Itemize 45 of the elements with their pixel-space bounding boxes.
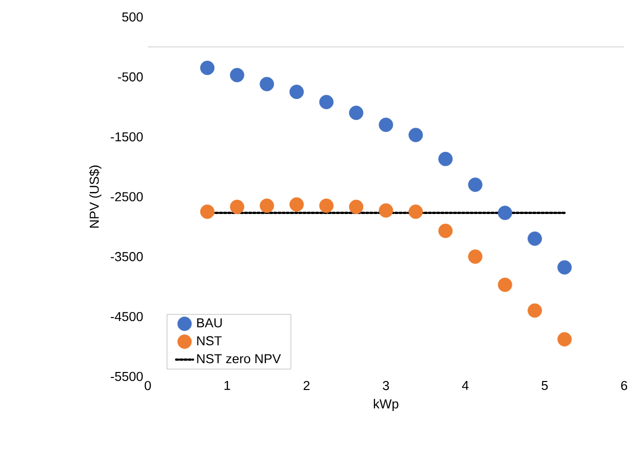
x-tick-label: 4 (462, 380, 469, 390)
point (200, 204, 214, 219)
x-tick-label: 6 (621, 380, 628, 390)
y-tick-label: -1500 (110, 132, 143, 142)
point (438, 152, 453, 166)
point (378, 117, 394, 132)
point (408, 204, 423, 219)
y-tick-label: -2500 (110, 192, 143, 202)
point (378, 203, 394, 218)
point (289, 197, 304, 212)
point (498, 206, 512, 220)
point (200, 60, 214, 75)
point (528, 303, 542, 318)
y-tick-label: -500 (118, 72, 143, 82)
point (319, 198, 334, 213)
x-tick-label: 1 (224, 380, 230, 390)
point (528, 231, 542, 246)
y-tick-label: -4500 (110, 312, 143, 321)
y-tick-label: -3500 (110, 252, 143, 262)
legend-label: NST zero NPV (197, 354, 281, 364)
point (408, 128, 423, 142)
point (230, 200, 244, 214)
point (557, 260, 572, 274)
point (260, 76, 274, 92)
legend-label: BAU (197, 318, 222, 328)
point (230, 68, 244, 82)
point (468, 177, 482, 192)
point (557, 332, 572, 346)
point (260, 198, 274, 213)
x-tick-label: 5 (542, 380, 548, 390)
point (498, 277, 512, 292)
y-tick-label: -5500 (110, 372, 143, 381)
legend-label: NST (197, 336, 222, 346)
x-axis-title: kWp (374, 398, 398, 411)
y-tick-label: 500 (122, 12, 143, 22)
point (289, 84, 304, 99)
y-axis-title: NPV (US$) (89, 165, 102, 228)
x-tick-label: 2 (304, 380, 310, 390)
point (349, 106, 364, 120)
point (438, 224, 453, 238)
point (349, 200, 364, 214)
point (319, 94, 334, 110)
x-tick-label: 0 (144, 380, 151, 390)
point (468, 249, 482, 264)
x-tick-label: 3 (382, 380, 389, 390)
